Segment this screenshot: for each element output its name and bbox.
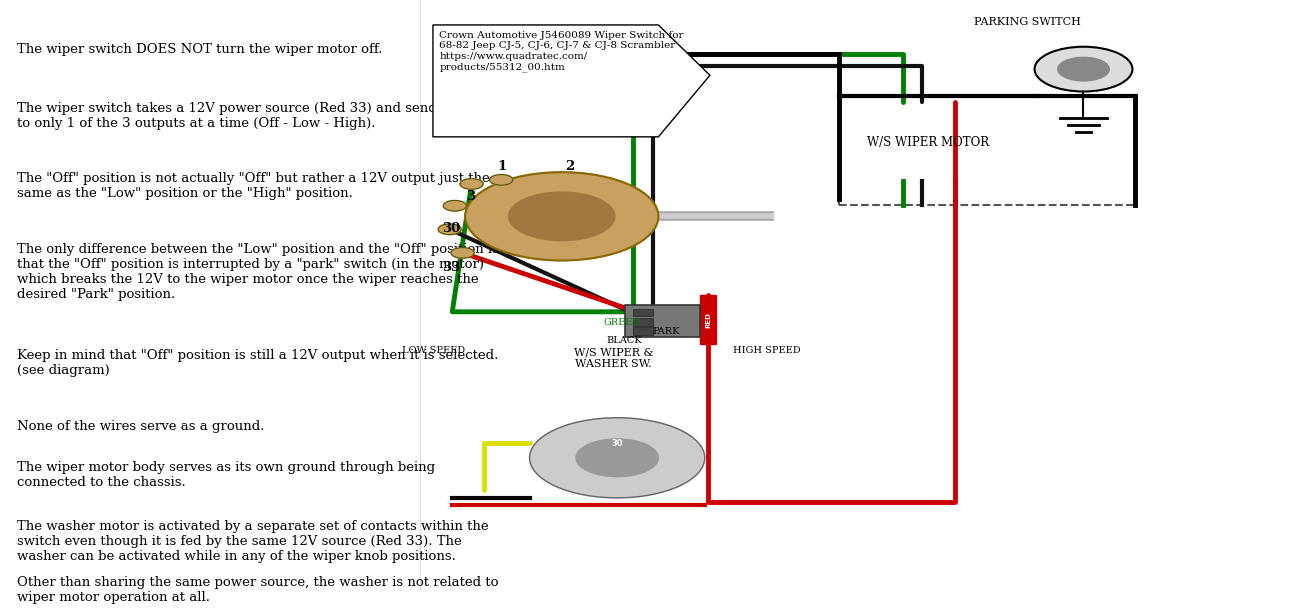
Circle shape	[509, 192, 615, 241]
FancyBboxPatch shape	[700, 295, 717, 344]
Text: RED: RED	[705, 312, 711, 328]
Circle shape	[1034, 47, 1132, 91]
Circle shape	[443, 201, 466, 211]
Circle shape	[465, 172, 658, 260]
FancyBboxPatch shape	[633, 309, 653, 316]
Text: The washer motor is activated by a separate set of contacts within the
switch ev: The washer motor is activated by a separ…	[17, 520, 488, 562]
Text: The "Off" position is not actually "Off" but rather a 12V output just the
same a: The "Off" position is not actually "Off"…	[17, 172, 489, 200]
Text: 30: 30	[442, 222, 460, 235]
Text: The wiper switch takes a 12V power source (Red 33) and sends it out
to only 1 of: The wiper switch takes a 12V power sourc…	[17, 102, 483, 130]
Text: 3: 3	[466, 190, 475, 204]
Text: 1: 1	[497, 160, 506, 173]
Text: Keep in mind that "Off" position is still a 12V output when it is selected.
(see: Keep in mind that "Off" position is stil…	[17, 349, 498, 377]
Text: BLACK: BLACK	[605, 336, 642, 345]
Text: PARK: PARK	[652, 326, 679, 336]
FancyBboxPatch shape	[625, 305, 700, 337]
Text: 33: 33	[442, 261, 460, 274]
FancyBboxPatch shape	[633, 318, 653, 326]
Text: PARKING SWITCH: PARKING SWITCH	[973, 17, 1081, 27]
Text: The wiper motor body serves as its own ground through being
connected to the cha: The wiper motor body serves as its own g…	[17, 461, 435, 489]
Circle shape	[460, 179, 483, 189]
Polygon shape	[432, 25, 710, 137]
Circle shape	[438, 224, 461, 235]
Circle shape	[451, 247, 474, 258]
Text: Crown Automotive J5460089 Wiper Switch for
68-82 Jeep CJ-5, CJ-6, CJ-7 & CJ-8 Sc: Crown Automotive J5460089 Wiper Switch f…	[439, 31, 684, 72]
Circle shape	[576, 439, 658, 477]
Text: LOW SPEED: LOW SPEED	[402, 345, 465, 354]
Text: W/S WIPER &
WASHER SW.: W/S WIPER & WASHER SW.	[573, 348, 653, 370]
Circle shape	[489, 174, 513, 185]
Text: None of the wires serve as a ground.: None of the wires serve as a ground.	[17, 420, 265, 432]
Text: 30: 30	[612, 438, 624, 447]
FancyBboxPatch shape	[633, 328, 653, 335]
Circle shape	[1057, 57, 1109, 81]
Text: 2: 2	[565, 160, 574, 173]
Text: Other than sharing the same power source, the washer is not related to
wiper mot: Other than sharing the same power source…	[17, 576, 498, 604]
Text: The wiper switch DOES NOT turn the wiper motor off.: The wiper switch DOES NOT turn the wiper…	[17, 43, 382, 55]
Circle shape	[529, 418, 705, 498]
Text: GREEN: GREEN	[604, 318, 642, 327]
Text: W/S WIPER MOTOR: W/S WIPER MOTOR	[868, 136, 989, 149]
Text: The only difference between the "Low" position and the "Off" position is
that th: The only difference between the "Low" po…	[17, 243, 498, 301]
Text: HIGH SPEED: HIGH SPEED	[733, 345, 800, 354]
